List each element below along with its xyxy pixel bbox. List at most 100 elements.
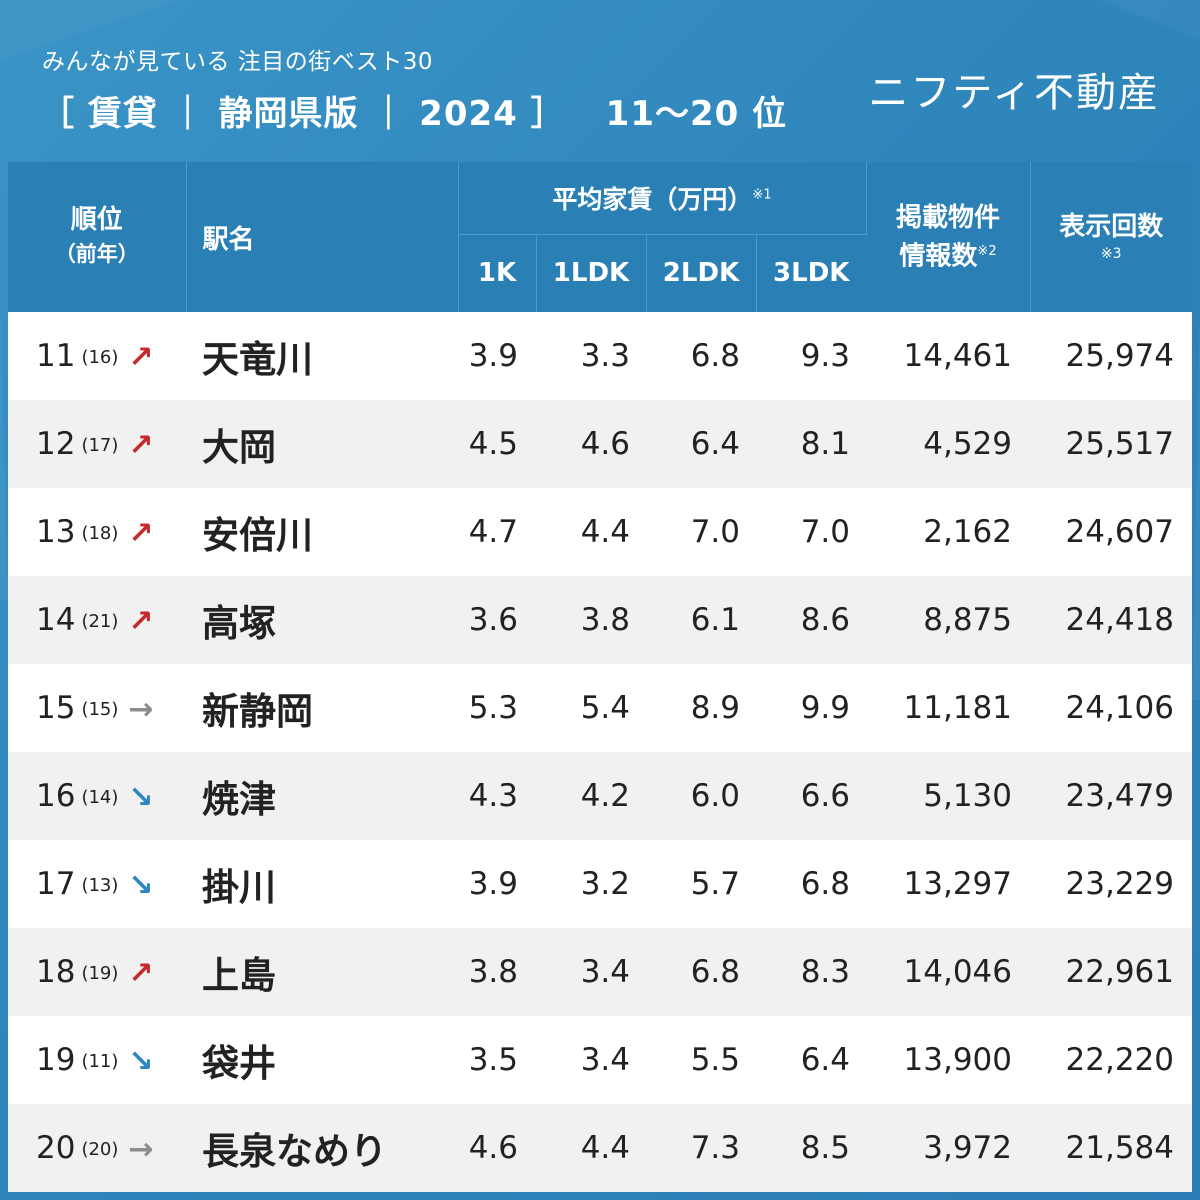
rent-1ldk-value: 5.4 bbox=[580, 690, 630, 726]
views-value: 23,479 bbox=[1065, 778, 1174, 814]
listings-value: 13,297 bbox=[903, 866, 1012, 902]
rank-cell: 14 (21) ↗ bbox=[8, 576, 186, 664]
station-name: 掛川 bbox=[202, 866, 276, 909]
previous-rank: (18) bbox=[81, 522, 119, 544]
station-name: 焼津 bbox=[202, 778, 276, 821]
views-value: 23,229 bbox=[1065, 866, 1174, 902]
table-row: 17 (13) ↘ 掛川 3.9 3.2 5.7 6.8 13,297 23,229 bbox=[8, 840, 1192, 928]
previous-rank: (20) bbox=[81, 1138, 119, 1160]
views-value: 21,584 bbox=[1065, 1130, 1174, 1166]
rank-number: 13 bbox=[36, 513, 76, 550]
rent-1k-value: 5.3 bbox=[468, 690, 518, 726]
table-row: 12 (17) ↗ 大岡 4.5 4.6 6.4 8.1 4,529 25,517 bbox=[8, 400, 1192, 488]
table-row: 19 (11) ↘ 袋井 3.5 3.4 5.5 6.4 13,900 22,220 bbox=[8, 1016, 1192, 1104]
previous-rank: (21) bbox=[81, 610, 119, 632]
previous-rank: (13) bbox=[81, 874, 119, 896]
views-value: 25,974 bbox=[1065, 338, 1174, 374]
table-row: 15 (15) → 新静岡 5.3 5.4 8.9 9.9 11,181 24,10… bbox=[8, 664, 1192, 752]
views-value: 22,220 bbox=[1065, 1042, 1174, 1078]
rent-3ldk-value: 8.3 bbox=[800, 954, 850, 990]
station-name: 大岡 bbox=[202, 426, 276, 469]
ranking-table-container: 順位 （前年） 駅名 平均家賃（万円）※1 掲載物件 情報数※2 表示回数 ※3… bbox=[8, 162, 1192, 1192]
views-value: 24,607 bbox=[1065, 514, 1174, 550]
rent-group-label: 平均家賃（万円） bbox=[552, 184, 753, 214]
header-range: 11〜20 位 bbox=[605, 94, 788, 134]
rent-1ldk-value: 4.6 bbox=[580, 426, 630, 462]
rent-1k-value: 4.6 bbox=[468, 1130, 518, 1166]
column-header-rent-group: 平均家賃（万円）※1 bbox=[458, 162, 867, 235]
rent-1ldk-value: 3.4 bbox=[580, 1042, 630, 1078]
rent-1ldk-value: 4.2 bbox=[580, 778, 630, 814]
rank-prev-header-label: （前年） bbox=[54, 242, 139, 266]
trend-arrow-icon: ↗ bbox=[128, 603, 154, 639]
trend-arrow-icon: ↘ bbox=[128, 867, 154, 903]
listings-note: ※2 bbox=[977, 243, 997, 259]
station-name: 新静岡 bbox=[202, 690, 313, 733]
rent-2ldk-value: 7.3 bbox=[690, 1130, 740, 1166]
listings-value: 5,130 bbox=[923, 778, 1012, 814]
table-row: 18 (19) ↗ 上島 3.8 3.4 6.8 8.3 14,046 22,961 bbox=[8, 928, 1192, 1016]
listings-value: 13,900 bbox=[903, 1042, 1012, 1078]
table-body: 11 (16) ↗ 天竜川 3.9 3.3 6.8 9.3 14,461 25,97… bbox=[8, 312, 1192, 1192]
rent-3ldk-value: 8.6 bbox=[800, 602, 850, 638]
previous-rank: (15) bbox=[81, 698, 119, 720]
rent-2ldk-value: 6.4 bbox=[690, 426, 740, 462]
column-header-rank: 順位 （前年） bbox=[8, 162, 187, 312]
ranking-table: 順位 （前年） 駅名 平均家賃（万円）※1 掲載物件 情報数※2 表示回数 ※3… bbox=[8, 162, 1192, 1192]
views-value: 25,517 bbox=[1065, 426, 1174, 462]
rent-1k-value: 3.6 bbox=[468, 602, 518, 638]
trend-arrow-icon: ↘ bbox=[128, 779, 154, 815]
rank-cell: 11 (16) ↗ bbox=[8, 312, 186, 400]
station-name: 安倍川 bbox=[202, 514, 313, 557]
rank-cell: 17 (13) ↘ bbox=[8, 840, 186, 928]
brand-logo: ニフティ不動産 bbox=[868, 70, 1160, 116]
rent-1k-value: 3.8 bbox=[468, 954, 518, 990]
rank-number: 12 bbox=[36, 425, 76, 462]
listings-value: 2,162 bbox=[923, 514, 1012, 550]
previous-rank: (17) bbox=[81, 434, 119, 456]
rent-2ldk-value: 7.0 bbox=[690, 514, 740, 550]
table-row: 11 (16) ↗ 天竜川 3.9 3.3 6.8 9.3 14,461 25,97… bbox=[8, 312, 1192, 400]
rent-3ldk-value: 6.4 bbox=[800, 1042, 850, 1078]
rent-2ldk-value: 6.0 bbox=[690, 778, 740, 814]
rent-1k-value: 3.5 bbox=[468, 1042, 518, 1078]
rank-number: 17 bbox=[36, 865, 76, 902]
column-header-listings: 掲載物件 情報数※2 bbox=[866, 162, 1031, 312]
rank-number: 14 bbox=[36, 601, 76, 638]
rank-cell: 18 (19) ↗ bbox=[8, 928, 186, 1016]
views-note: ※3 bbox=[1100, 246, 1122, 262]
rent-2ldk-value: 8.9 bbox=[690, 690, 740, 726]
listings-header-line1: 掲載物件 bbox=[895, 202, 1000, 233]
station-name: 上島 bbox=[202, 954, 276, 997]
listings-value: 3,972 bbox=[923, 1130, 1012, 1166]
rank-number: 16 bbox=[36, 777, 76, 814]
trend-arrow-icon: → bbox=[128, 1131, 154, 1167]
column-header-station: 駅名 bbox=[186, 162, 459, 312]
table-header: 順位 （前年） 駅名 平均家賃（万円）※1 掲載物件 情報数※2 表示回数 ※3… bbox=[8, 162, 1192, 312]
views-value: 24,106 bbox=[1065, 690, 1174, 726]
previous-rank: (16) bbox=[81, 346, 119, 368]
rank-header-label: 順位 bbox=[70, 205, 123, 235]
station-name: 長泉なめり bbox=[202, 1130, 387, 1173]
rent-1k-value: 4.7 bbox=[468, 514, 518, 550]
rank-number: 18 bbox=[36, 953, 76, 990]
rent-1ldk-value: 4.4 bbox=[580, 1130, 630, 1166]
rent-1ldk-value: 3.4 bbox=[580, 954, 630, 990]
trend-arrow-icon: ↗ bbox=[128, 427, 154, 463]
column-header-3ldk: 3LDK bbox=[756, 234, 866, 312]
trend-arrow-icon: ↗ bbox=[128, 515, 154, 551]
rank-cell: 19 (11) ↘ bbox=[8, 1016, 186, 1104]
listings-value: 4,529 bbox=[923, 426, 1012, 462]
previous-rank: (11) bbox=[81, 1050, 119, 1072]
rank-number: 11 bbox=[36, 337, 76, 374]
column-header-2ldk: 2LDK bbox=[646, 234, 757, 312]
column-header-views: 表示回数 ※3 bbox=[1030, 162, 1192, 312]
column-header-1ldk: 1LDK bbox=[536, 234, 647, 312]
column-header-1k: 1K bbox=[458, 234, 537, 312]
rank-cell: 15 (15) → bbox=[8, 664, 186, 752]
rent-3ldk-value: 6.6 bbox=[800, 778, 850, 814]
listings-value: 14,046 bbox=[903, 954, 1012, 990]
views-value: 24,418 bbox=[1065, 602, 1174, 638]
trend-arrow-icon: → bbox=[128, 691, 154, 727]
rank-cell: 20 (20) → bbox=[8, 1104, 186, 1192]
